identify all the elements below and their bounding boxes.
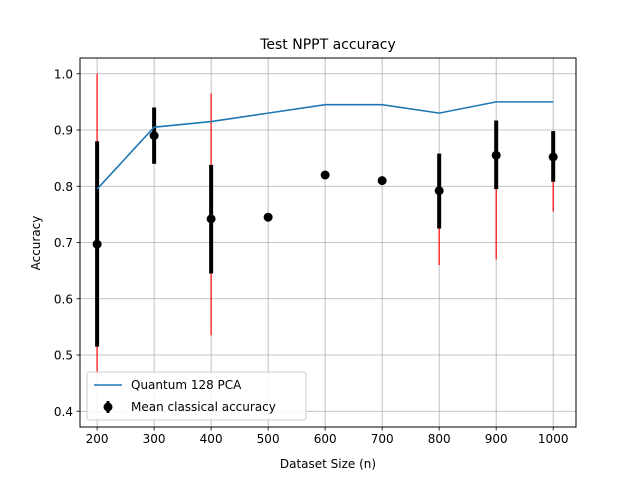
y-tick-label: 1.0 <box>54 67 73 81</box>
y-tick-label: 0.7 <box>54 236 73 250</box>
legend: Quantum 128 PCA Mean classical accuracy <box>86 371 307 421</box>
mean-point <box>149 131 159 141</box>
x-tick-label: 800 <box>428 432 451 446</box>
x-tick-label: 600 <box>314 432 337 446</box>
mean-point <box>434 186 444 196</box>
mean-point <box>491 150 501 160</box>
x-tick-label: 500 <box>257 432 280 446</box>
y-axis-label: Accuracy <box>29 216 43 271</box>
legend-label-classical: Mean classical accuracy <box>131 400 276 414</box>
chart-title: Test NPPT accuracy <box>259 37 396 53</box>
y-tick-label: 0.6 <box>54 292 73 306</box>
x-tick-label: 300 <box>143 432 166 446</box>
x-tick-label: 400 <box>200 432 223 446</box>
plot-area <box>92 73 558 375</box>
legend-box <box>86 371 307 421</box>
mean-point <box>548 152 558 162</box>
x-tick-label: 900 <box>485 432 508 446</box>
axis-ticks: 200 300 400 500 600 700 800 900 1000 0.4 0.5 0.6 0.7… <box>54 67 569 446</box>
y-tick-label: 0.5 <box>54 349 73 363</box>
x-axis-label: Dataset Size (n) <box>280 457 376 471</box>
legend-marker-swatch <box>103 402 113 412</box>
x-tick-label: 1000 <box>538 432 569 446</box>
x-tick-label: 700 <box>371 432 394 446</box>
y-tick-label: 0.9 <box>54 124 73 138</box>
y-tick-label: 0.4 <box>54 405 73 419</box>
legend-label-quantum: Quantum 128 PCA <box>131 378 242 392</box>
mean-point <box>206 214 216 224</box>
mean-point <box>263 212 273 222</box>
mean-point <box>377 176 387 186</box>
quantum-line <box>96 101 554 190</box>
y-tick-label: 0.8 <box>54 180 73 194</box>
mean-point <box>92 239 102 249</box>
mean-point <box>320 170 330 180</box>
x-tick-label: 200 <box>86 432 109 446</box>
